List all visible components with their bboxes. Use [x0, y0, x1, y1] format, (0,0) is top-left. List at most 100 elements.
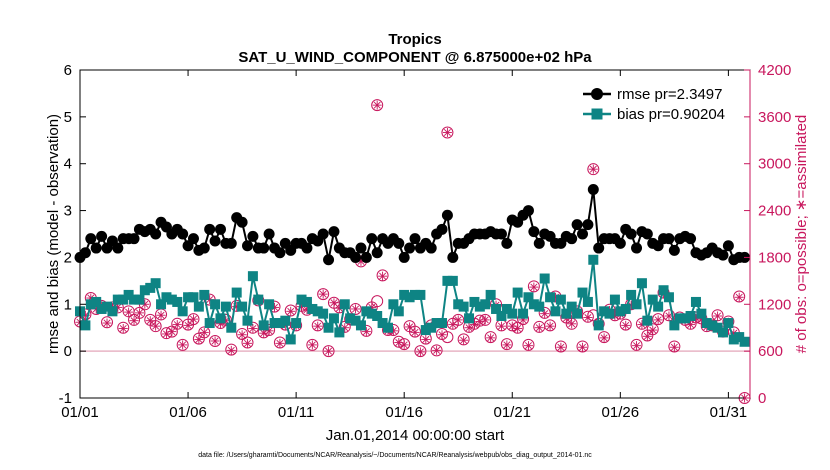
obs-star-stroke [141, 300, 149, 308]
y2-tick-label: 4200 [758, 62, 791, 79]
y-tick-label: 0 [64, 343, 72, 360]
rmse-point [436, 223, 448, 235]
obs-possible-point [522, 338, 535, 351]
axes-layer: 01/01 01/06 01/11 01/16 01/21 01/26 01/31-1012… [59, 62, 792, 421]
obs-assimilated-point [167, 327, 177, 337]
obs-possible-point [236, 327, 249, 340]
rmse-point [495, 228, 507, 240]
obs-assimilated-point [129, 316, 139, 326]
bias-point [469, 296, 480, 307]
bias-point [518, 308, 529, 319]
rmse-point [393, 237, 405, 249]
bias-point [669, 320, 680, 331]
obs-star-stroke [578, 343, 587, 351]
bias-point [112, 294, 123, 305]
rmse-point [404, 242, 416, 254]
obs-assimilated-point [486, 333, 496, 343]
obs-possible-point [538, 306, 551, 319]
bias-point [480, 299, 491, 310]
obs-possible-point [209, 334, 222, 347]
obs-assimilated-point [371, 99, 384, 112]
rmse-point [225, 237, 237, 249]
obs-possible-point [565, 317, 578, 330]
obs-assimilated-point [529, 282, 539, 292]
obs-assimilated-point [599, 333, 609, 343]
bias-point [334, 327, 345, 338]
bias-point [680, 313, 691, 324]
bias-point [188, 292, 199, 303]
bias-point [701, 318, 712, 329]
obs-star-stroke [389, 327, 397, 335]
y-tick-label: 4 [64, 156, 72, 173]
rmse-point [350, 251, 362, 263]
obs-assimilated-point [134, 308, 144, 318]
rmse-point [566, 233, 578, 245]
obs-star-stroke [433, 346, 441, 354]
obs-assimilated-point [578, 342, 587, 352]
obs-assimilated-point [102, 318, 112, 328]
obs-assimilated-point [243, 338, 252, 348]
bias-point [447, 275, 458, 286]
obs-assimilated-point [226, 345, 236, 355]
obs-star-stroke [103, 319, 111, 327]
obs-star-stroke [243, 339, 252, 347]
obs-possible-point [311, 319, 324, 332]
obs-star-stroke [416, 348, 424, 356]
bias-point [685, 311, 696, 321]
obs-star-stroke [654, 316, 662, 324]
obs-star-stroke [454, 316, 462, 324]
obs-possible-point [149, 320, 162, 333]
bias-point [523, 292, 534, 303]
obs-star-stroke [481, 316, 489, 324]
obs-star-stroke [135, 309, 143, 317]
obs-possible-point [576, 340, 589, 353]
obs-assimilated-point [378, 271, 388, 281]
bias-point [534, 301, 545, 312]
obs-star-stroke [665, 312, 673, 320]
obs-possible-point [117, 321, 130, 334]
bias-point [145, 282, 156, 293]
obs-star-stroke [535, 324, 543, 332]
bias-point [285, 334, 296, 345]
bias-point [717, 327, 728, 338]
chart-title: Tropics [388, 31, 441, 48]
obs-assimilated-point [415, 347, 425, 357]
legend-bias-marker [591, 108, 603, 120]
bias-point [734, 332, 745, 343]
obs-possible-point [371, 295, 384, 308]
bias-point [301, 296, 312, 307]
bias-point [323, 322, 334, 333]
obs-possible-point [544, 319, 557, 332]
rmse-point [577, 228, 588, 240]
bias-point [91, 296, 102, 307]
rmse-point [263, 228, 275, 240]
obs-assimilated-point [653, 315, 663, 325]
obs-possible-point [198, 326, 211, 339]
obs-possible-point [284, 304, 297, 317]
obs-assimilated-point [324, 346, 334, 356]
rmse-point [323, 254, 335, 266]
bias-point [512, 287, 523, 298]
bias-point [674, 313, 685, 324]
obs-assimilated-point [648, 325, 658, 335]
obs-assimilated-point [183, 320, 193, 330]
bias-point [318, 308, 329, 319]
obs-star-stroke [449, 321, 457, 329]
obs-assimilated-point [194, 334, 204, 344]
bias-point [431, 318, 442, 329]
data-file-footnote: data file: /Users/gharamti/Documents/NCA… [198, 452, 592, 459]
obs-assimilated-point [178, 340, 188, 350]
bias-point [739, 336, 750, 347]
bias-point [247, 271, 258, 282]
obs-possible-point [452, 313, 465, 326]
x-axis-label: Jan.01,2014 00:00:00 start [326, 427, 505, 444]
obs-star-stroke [238, 331, 246, 339]
obs-star-stroke [541, 310, 549, 318]
bias-point [350, 315, 361, 326]
y-tick-label: 6 [64, 62, 72, 79]
rmse-point [685, 233, 697, 245]
obs-possible-point [241, 336, 254, 349]
bias-point [161, 292, 172, 303]
bias-point [528, 299, 539, 310]
obs-star-stroke [546, 322, 554, 330]
